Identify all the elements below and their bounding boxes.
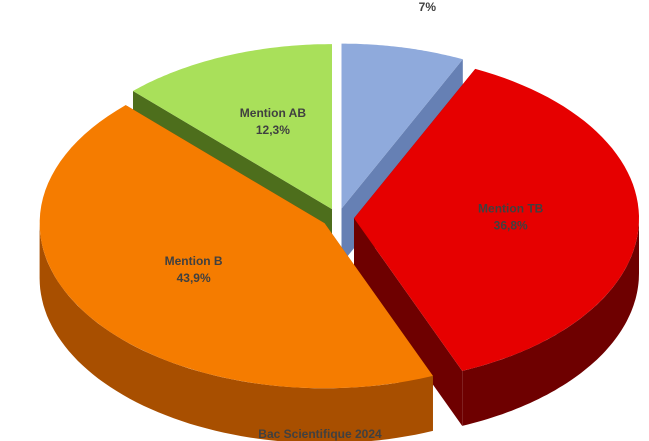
chart-title: Bac Scientifique 2024 [258,427,382,441]
slice-side [39,223,433,441]
slice-side [354,218,463,426]
slice-label: Mention B [165,254,223,268]
pie: Mention TB - FJ7%Mention TB36,8%Mention … [39,0,639,441]
slice [39,105,433,389]
slice-value: 43,9% [177,271,211,285]
slice [133,44,332,210]
slice-side [462,218,639,426]
slice-value: 7% [419,0,437,14]
slice [354,68,639,371]
slice-label: Mention TB [478,202,544,216]
slice-value: 36,8% [494,219,528,233]
slice-label: Mention AB [240,106,307,120]
slice-value: 12,3% [256,123,290,137]
slice [341,43,463,209]
